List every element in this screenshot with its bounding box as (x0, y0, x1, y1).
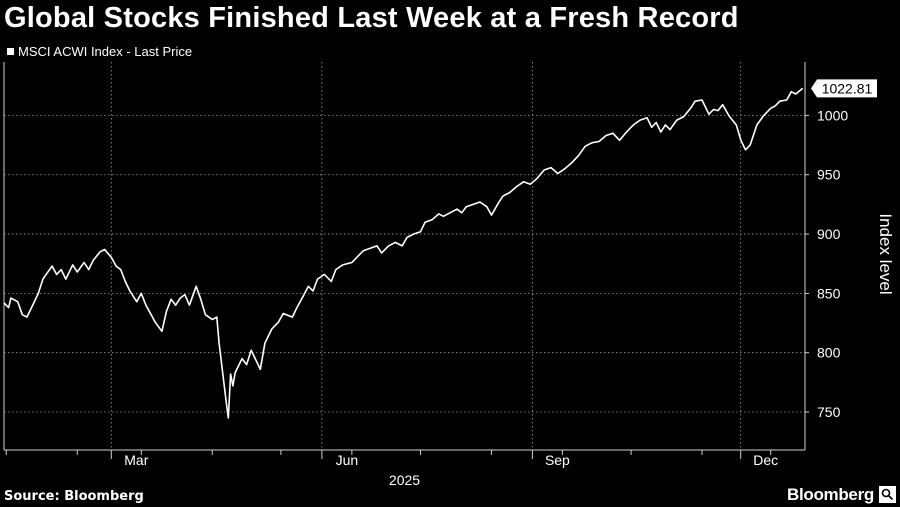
source-note: Source: Bloomberg (4, 489, 144, 504)
x-tick-label: Jun (336, 452, 359, 468)
last-value-label: 1022.81 (822, 80, 873, 96)
brand-logo: Bloomberg (786, 485, 874, 504)
series-line (3, 87, 804, 419)
x-tick-label: Sep (545, 452, 570, 468)
bloomberg-logo-icon (879, 486, 896, 503)
series-layer (3, 87, 804, 419)
y-tick-label: 1000 (817, 107, 848, 123)
y-tick-label: 850 (817, 285, 841, 301)
x-axis-label: 2025 (389, 472, 420, 488)
x-tick-label: Mar (124, 452, 148, 468)
grid-lines (4, 62, 805, 450)
y-axis-label: Index level (876, 213, 895, 294)
square-legend-icon (7, 48, 14, 55)
legend-label: MSCI ACWI Index - Last Price (18, 44, 193, 59)
last-value-tag (811, 79, 877, 98)
y-tick-label: 900 (817, 226, 841, 242)
chart-title: Global Stocks Finished Last Week at a Fr… (4, 2, 739, 34)
y-tick-label: 950 (817, 167, 841, 183)
y-tick-label: 750 (817, 404, 841, 420)
y-tick-label: 800 (817, 345, 841, 361)
legend: MSCI ACWI Index - Last Price (7, 44, 192, 59)
annotations: 1022.81 (811, 79, 877, 98)
x-tick-label: Dec (753, 452, 778, 468)
axis-ticks: 750 800 850 900 950 1000 Mar Jun Sep Dec 2025 Index… (3, 62, 895, 488)
